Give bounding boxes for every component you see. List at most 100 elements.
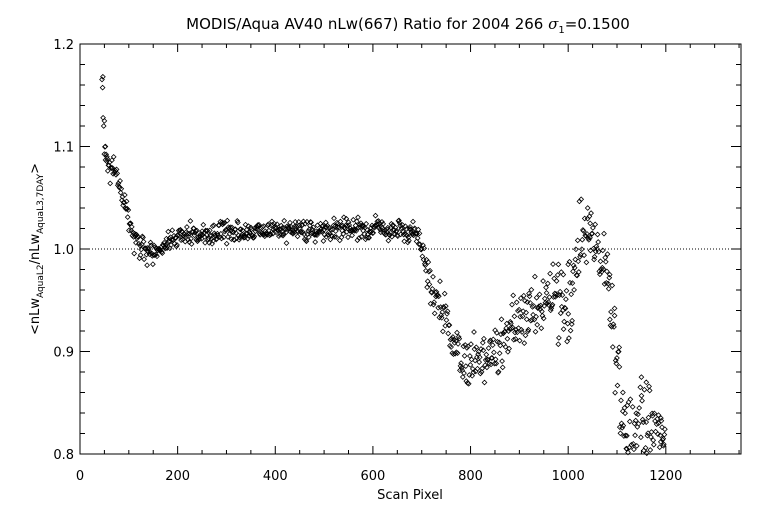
data-point [188, 235, 194, 242]
data-point [103, 151, 109, 158]
data-point [184, 230, 191, 237]
data-point [469, 372, 476, 379]
data-point [318, 228, 325, 235]
data-point [167, 245, 173, 252]
data-point [328, 226, 334, 233]
data-point [491, 360, 498, 367]
data-point [509, 301, 515, 308]
data-point [303, 238, 310, 245]
data-point [615, 348, 622, 355]
data-point [331, 233, 338, 240]
data-point [144, 262, 150, 269]
data-point [641, 386, 648, 393]
data-point [456, 335, 463, 342]
data-point [319, 222, 326, 229]
data-point [247, 224, 254, 231]
data-point [598, 266, 604, 272]
data-point [350, 216, 357, 223]
data-point [304, 218, 310, 225]
data-point [646, 387, 653, 394]
axis-ticks [79, 43, 741, 455]
data-point [601, 230, 607, 237]
data-point [225, 224, 232, 231]
x-tick-label: 1200 [649, 469, 682, 484]
data-point [504, 335, 511, 342]
data-point [554, 292, 561, 299]
data-point [556, 335, 562, 341]
data-point [417, 241, 423, 248]
data-point [543, 284, 549, 291]
data-point [568, 291, 575, 298]
data-point [376, 220, 383, 227]
data-point [435, 304, 442, 311]
data-point [195, 234, 202, 241]
data-point [458, 365, 465, 371]
data-point [300, 229, 306, 236]
data-point [544, 280, 551, 287]
data-point [333, 234, 340, 240]
data-point [555, 261, 562, 268]
data-point [194, 227, 200, 234]
data-point [424, 284, 430, 291]
data-point [617, 430, 624, 437]
data-point [485, 356, 491, 363]
data-point [575, 269, 582, 275]
data-point [438, 314, 445, 321]
data-point [628, 441, 635, 448]
data-point [242, 234, 248, 241]
data-point [529, 304, 536, 310]
data-point [278, 222, 285, 229]
data-point [550, 294, 557, 300]
data-point [349, 232, 355, 239]
data-point [400, 231, 407, 238]
data-point [574, 272, 580, 279]
data-point [358, 234, 365, 240]
data-point [465, 343, 471, 350]
data-point [643, 419, 650, 425]
data-point [353, 228, 360, 234]
data-point [573, 246, 579, 253]
data-point [632, 432, 638, 439]
data-point [408, 229, 415, 236]
data-point [275, 227, 282, 234]
data-point [652, 428, 659, 435]
data-point [429, 286, 436, 292]
data-point [242, 221, 249, 228]
data-point [537, 306, 544, 313]
data-point [224, 217, 231, 224]
data-point [103, 158, 110, 165]
data-point [123, 198, 130, 205]
data-point [526, 293, 533, 300]
data-point [467, 353, 473, 359]
data-point [540, 278, 546, 284]
data-point [162, 245, 169, 252]
data-point [523, 316, 530, 323]
data-point [577, 251, 584, 258]
data-point [648, 429, 655, 435]
y-axis-label-slash: /nLw [28, 233, 43, 264]
data-point [645, 414, 652, 421]
data-point [117, 178, 123, 184]
data-point [124, 214, 131, 220]
data-point [642, 445, 649, 451]
data-point [545, 299, 552, 305]
data-point [471, 329, 477, 335]
data-point [427, 267, 433, 274]
data-point [486, 339, 493, 345]
data-point [349, 227, 356, 234]
data-point [638, 434, 644, 441]
data-point [455, 334, 462, 340]
data-point [464, 345, 470, 351]
axis-tick-labels: 0 200 400 600 800 1000 1200 0.8 0.9 1.0 1.1 1.2 [53, 38, 682, 484]
data-point [518, 326, 525, 333]
data-point [363, 234, 370, 241]
data-point [536, 291, 543, 298]
data-point [558, 269, 565, 275]
data-point [575, 258, 582, 265]
data-point [250, 234, 257, 241]
data-point [256, 221, 262, 228]
data-point [137, 242, 143, 249]
data-point [639, 397, 645, 404]
data-point [608, 309, 614, 315]
data-point [660, 435, 667, 442]
